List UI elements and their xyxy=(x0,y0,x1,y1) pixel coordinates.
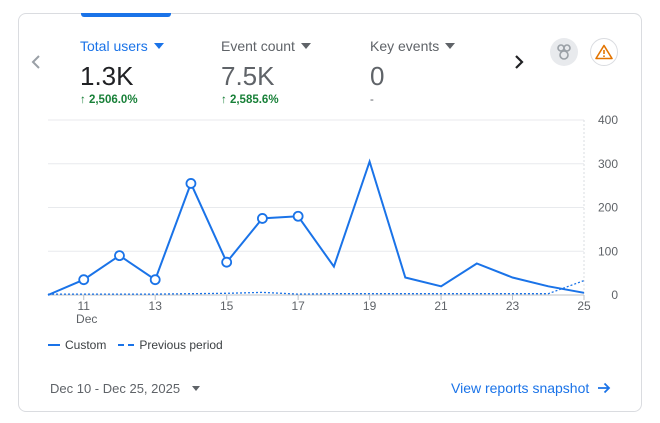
date-range-selector[interactable]: Dec 10 - Dec 25, 2025 xyxy=(50,381,201,396)
legend-label: Previous period xyxy=(139,338,223,352)
y-tick-label: 400 xyxy=(598,113,618,127)
metric-label: Event count xyxy=(221,38,361,54)
metric-change: ↑ 2,585.6% xyxy=(221,94,279,106)
data-point-marker[interactable] xyxy=(221,256,233,268)
caret-down-icon xyxy=(153,43,164,49)
metric-value: 0 xyxy=(370,61,385,91)
data-point-marker[interactable] xyxy=(256,213,268,224)
warning-button[interactable] xyxy=(590,38,618,66)
insights-button[interactable] xyxy=(550,38,578,66)
series-line-custom xyxy=(47,158,585,296)
data-point-marker[interactable] xyxy=(114,250,125,262)
next-metrics-button[interactable] xyxy=(511,52,527,72)
legend-label: Custom xyxy=(65,338,107,352)
line-chart: 0 100 200 300 400 11 13 15 17 19 21 23 25 Dec xyxy=(47,113,618,326)
caret-down-icon xyxy=(300,43,311,49)
y-tick-label: 300 xyxy=(598,157,618,171)
data-point-marker[interactable] xyxy=(78,274,90,286)
x-tick-label: 25 xyxy=(577,299,591,313)
x-tick-label: 21 xyxy=(434,299,448,313)
arrow-up-icon: ↑ xyxy=(80,94,86,106)
metric-event-count[interactable]: Event count 7.5K ↑ 2,585.6% xyxy=(221,38,361,107)
caret-down-icon xyxy=(192,386,201,391)
legend-swatch-dashed xyxy=(118,344,135,346)
x-tick-label: 23 xyxy=(506,299,520,313)
metric-label: Key events xyxy=(370,38,510,54)
insights-icon xyxy=(557,44,571,60)
x-tick-label: 15 xyxy=(220,299,234,313)
chevron-left-icon xyxy=(31,55,40,69)
chart-legend: Custom Previous period xyxy=(48,338,235,352)
data-point-marker[interactable] xyxy=(292,210,304,222)
arrow-up-icon: ↑ xyxy=(221,94,227,106)
y-tick-label: 0 xyxy=(611,288,618,302)
warning-icon xyxy=(595,44,613,60)
series-line-previous-period xyxy=(48,279,585,295)
legend-swatch-solid xyxy=(48,344,60,346)
active-tab-indicator xyxy=(81,13,171,17)
metric-change: ↑ 2,506.0% xyxy=(80,94,138,106)
data-point-marker[interactable] xyxy=(185,178,197,189)
y-tick-label: 200 xyxy=(598,201,618,215)
y-tick-label: 100 xyxy=(598,244,618,258)
x-tick-label: 13 xyxy=(149,299,163,313)
view-reports-snapshot-link[interactable]: View reports snapshot xyxy=(451,380,611,396)
metric-key-events[interactable]: Key events 0 - xyxy=(370,38,510,107)
metric-change: - xyxy=(370,94,374,106)
legend-item-custom: Custom xyxy=(48,338,106,352)
metric-value: 1.3K xyxy=(80,61,134,91)
metric-total-users[interactable]: Total users 1.3K ↑ 2,506.0% xyxy=(80,38,220,107)
x-tick-label: 17 xyxy=(291,299,305,313)
arrow-right-icon xyxy=(598,382,611,394)
previous-metrics-button[interactable] xyxy=(28,52,44,72)
x-tick-label: 19 xyxy=(363,299,377,313)
snapshot-link-label: View reports snapshot xyxy=(451,380,590,396)
data-point-marker[interactable] xyxy=(149,274,161,286)
x-tick-label: 11 xyxy=(77,299,90,313)
caret-down-icon xyxy=(445,43,456,49)
legend-item-previous-period: Previous period xyxy=(118,338,223,352)
x-month-label: Dec xyxy=(76,312,97,326)
chevron-right-icon xyxy=(515,55,524,69)
metric-label: Total users xyxy=(80,38,220,54)
date-range-label: Dec 10 - Dec 25, 2025 xyxy=(50,381,181,396)
metric-value: 7.5K xyxy=(221,61,275,91)
